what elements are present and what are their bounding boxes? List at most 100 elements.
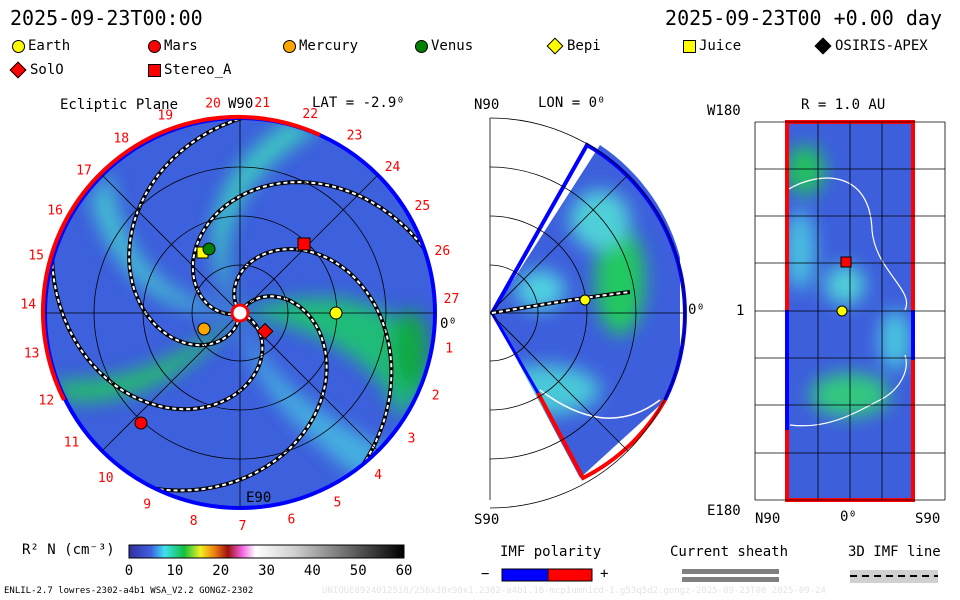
legend-item-solo: SolO bbox=[9, 61, 64, 79]
circle-icon bbox=[12, 39, 25, 53]
imf-spiral-line bbox=[50, 244, 264, 411]
ecliptic-top-label: W90 bbox=[228, 96, 254, 112]
mercury-marker bbox=[197, 322, 211, 336]
colorbar-tick: 50 bbox=[349, 563, 367, 579]
legend-label: Mars bbox=[164, 38, 198, 54]
sector-label: 26 bbox=[435, 244, 451, 259]
stereo-a-marker bbox=[297, 237, 311, 251]
colorbar-tick: 60 bbox=[395, 563, 413, 579]
time-left: 2025-09-23T00:00 bbox=[10, 6, 203, 30]
meridional-lon: LON = 0⁰ bbox=[538, 95, 606, 111]
sector-label: 20 bbox=[205, 97, 221, 112]
square-icon bbox=[683, 39, 696, 53]
sector-label: 17 bbox=[76, 163, 92, 178]
sector-label: 1 bbox=[445, 341, 453, 356]
sector-label: 9 bbox=[143, 498, 151, 513]
imf-spiral-line bbox=[139, 295, 328, 492]
sector-label: 21 bbox=[254, 96, 270, 111]
sector-label: 4 bbox=[374, 468, 382, 483]
colorbar-tick: 20 bbox=[212, 563, 230, 579]
colorbar-tick: 40 bbox=[303, 563, 321, 579]
time-right: 2025-09-23T00 +0.00 day bbox=[665, 6, 942, 30]
imf-spiral-line bbox=[233, 248, 393, 478]
sector-label: 15 bbox=[28, 249, 44, 264]
sector-label: 5 bbox=[333, 495, 341, 510]
radial-title: R = 1.0 AU bbox=[801, 97, 886, 113]
imf-spiral-line bbox=[128, 118, 258, 347]
radial-bottom-label: E180 bbox=[707, 503, 741, 519]
circle-icon bbox=[415, 39, 428, 53]
sector-label: 27 bbox=[444, 292, 460, 307]
colorbar-tick: 10 bbox=[166, 563, 184, 579]
legend-label: SolO bbox=[30, 62, 64, 78]
sector-label: 23 bbox=[347, 129, 363, 144]
legend-item-venus: Venus bbox=[415, 38, 473, 54]
sector-label: 14 bbox=[20, 297, 36, 312]
colorbar-tick: 0 bbox=[124, 563, 134, 579]
earth-marker-meridional bbox=[579, 294, 591, 306]
imf-negative-swatch bbox=[501, 568, 549, 582]
imf-minus: − bbox=[481, 566, 490, 582]
sector-label: 12 bbox=[39, 393, 55, 408]
sector-label: 25 bbox=[415, 199, 431, 214]
imf-polarity-title: IMF polarity bbox=[500, 544, 602, 560]
meridional-bottom-label: S90 bbox=[474, 512, 500, 528]
legend-label: Stereo_A bbox=[164, 62, 232, 78]
legend-item-juice: Juice bbox=[683, 38, 741, 54]
legend-item-osiris-apex: OSIRIS-APEX bbox=[814, 37, 928, 55]
imf-positive-swatch bbox=[547, 568, 593, 582]
legend-label: OSIRIS-APEX bbox=[835, 38, 928, 54]
imf-line-swatch bbox=[850, 570, 938, 583]
sector-label: 16 bbox=[47, 203, 63, 218]
ecliptic-title: Ecliptic Plane bbox=[60, 97, 179, 113]
circle-icon bbox=[148, 39, 161, 53]
sector-label: 8 bbox=[190, 514, 198, 529]
sector-label: 2 bbox=[432, 389, 440, 404]
current-sheath-title: Current sheath bbox=[670, 544, 789, 560]
earth-marker-radial bbox=[836, 305, 848, 317]
legend-item-mercury: Mercury bbox=[283, 38, 358, 54]
colorbar-label: R² N (cm⁻³) bbox=[22, 542, 115, 558]
radial-top-label: W180 bbox=[707, 103, 741, 119]
ecliptic-bottom-label: E90 bbox=[246, 490, 272, 506]
meridional-top-label: N90 bbox=[474, 97, 500, 113]
sector-label: 6 bbox=[287, 513, 295, 528]
sector-label: 3 bbox=[408, 432, 416, 447]
sector-label: 13 bbox=[24, 346, 40, 361]
legend-label: Juice bbox=[699, 38, 742, 54]
sector-label: 24 bbox=[385, 160, 401, 175]
sector-label: 7 bbox=[239, 519, 247, 534]
imf-plus: + bbox=[600, 566, 609, 582]
legend-label: Mercury bbox=[299, 38, 359, 54]
stereo-a-marker-radial bbox=[840, 256, 852, 268]
radial-x-right: S90 bbox=[915, 511, 941, 527]
ecliptic-lat: LAT = -2.9⁰ bbox=[312, 95, 405, 111]
circle-icon bbox=[283, 39, 296, 53]
sector-label: 10 bbox=[98, 471, 114, 486]
legend-item-earth: Earth bbox=[12, 38, 70, 54]
legend-item-bepi: Bepi bbox=[546, 37, 601, 55]
current-sheath-line-2 bbox=[682, 577, 779, 582]
legend-label: Earth bbox=[28, 38, 71, 54]
model-info: ENLIL-2.7 lowres-2302-a4b1 WSA_V2.2 GONG… bbox=[4, 586, 254, 596]
mars-marker bbox=[134, 416, 148, 430]
run-info: UNIQUE0924012518/256x30x90x1.2302-a4b1.1… bbox=[322, 586, 826, 596]
imf-line-title: 3D IMF line bbox=[848, 544, 941, 560]
legend-item-stereo_a: Stereo_A bbox=[148, 62, 231, 78]
imf-spiral-line bbox=[191, 181, 435, 316]
colorbar-tick: 30 bbox=[258, 563, 275, 579]
radial-x-mid: 0⁰ bbox=[840, 509, 857, 525]
legend-item-mars: Mars bbox=[148, 38, 198, 54]
radial-mid-label: 1 bbox=[736, 303, 745, 319]
square-icon bbox=[148, 63, 161, 77]
sector-label: 22 bbox=[302, 107, 318, 122]
sector-label: 11 bbox=[64, 436, 80, 451]
ecliptic-right-label: 0⁰ bbox=[440, 316, 457, 332]
sector-label: 19 bbox=[157, 109, 173, 124]
legend-label: Bepi bbox=[567, 38, 601, 54]
radial-x-left: N90 bbox=[755, 511, 781, 527]
colorbar bbox=[128, 544, 405, 559]
solo-marker bbox=[256, 322, 274, 340]
sector-label: 18 bbox=[113, 131, 129, 146]
